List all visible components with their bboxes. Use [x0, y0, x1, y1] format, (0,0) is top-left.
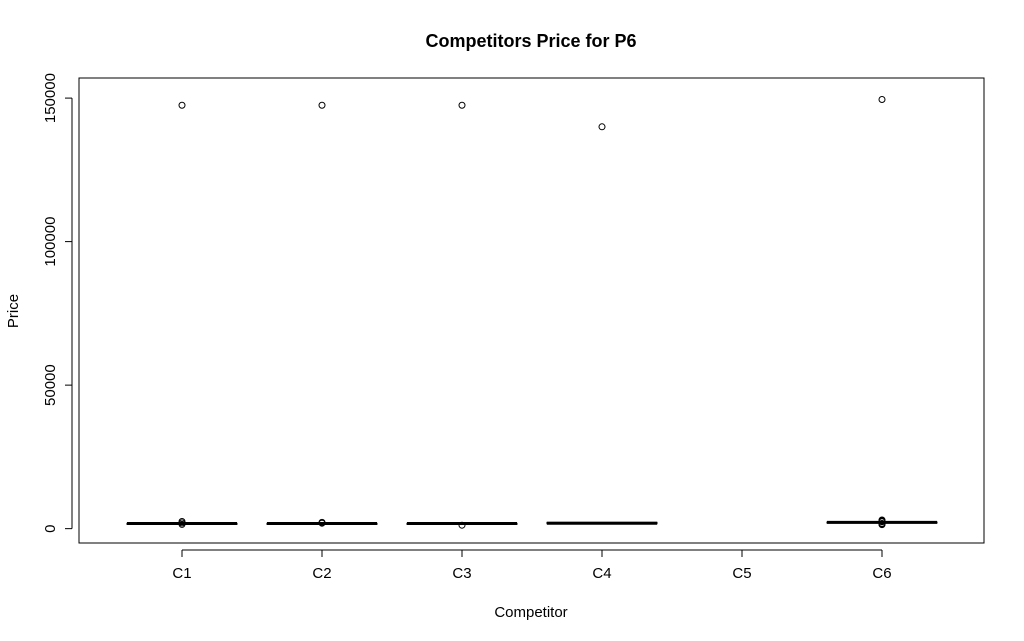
outlier-point-C6 [878, 521, 886, 529]
outlier-point-C3 [458, 101, 466, 109]
y-tick-label: 100000 [42, 217, 59, 267]
y-tick-label: 50000 [42, 364, 59, 406]
x-tick-label: C3 [452, 565, 471, 582]
outlier-point-C2 [318, 519, 326, 527]
x-tick-label: C4 [592, 565, 611, 582]
boxes-group [126, 96, 938, 529]
x-axis-label: Competitor [494, 604, 567, 621]
y-tick-label: 0 [42, 524, 59, 532]
outlier-point-C1 [178, 101, 186, 109]
x-tick-label: C6 [872, 565, 891, 582]
y-axis-label: Price [5, 294, 22, 328]
outlier-point-C4 [598, 123, 606, 131]
outlier-point-C3 [458, 521, 466, 529]
x-tick-label: C2 [312, 565, 331, 582]
plot-frame [78, 77, 985, 544]
x-tick-label: C5 [732, 565, 751, 582]
outlier-point-C2 [318, 101, 326, 109]
outlier-point-C1 [178, 520, 186, 528]
x-axis: C1 C2 C3 C4 C5 C6 [172, 549, 892, 582]
chart-title: Competitors Price for P6 [425, 31, 636, 51]
outlier-point-C6 [878, 96, 886, 104]
y-tick-label: 150000 [42, 73, 59, 123]
x-tick-label: C1 [172, 565, 191, 582]
y-axis: 0 50000 100000 150000 [42, 73, 73, 533]
